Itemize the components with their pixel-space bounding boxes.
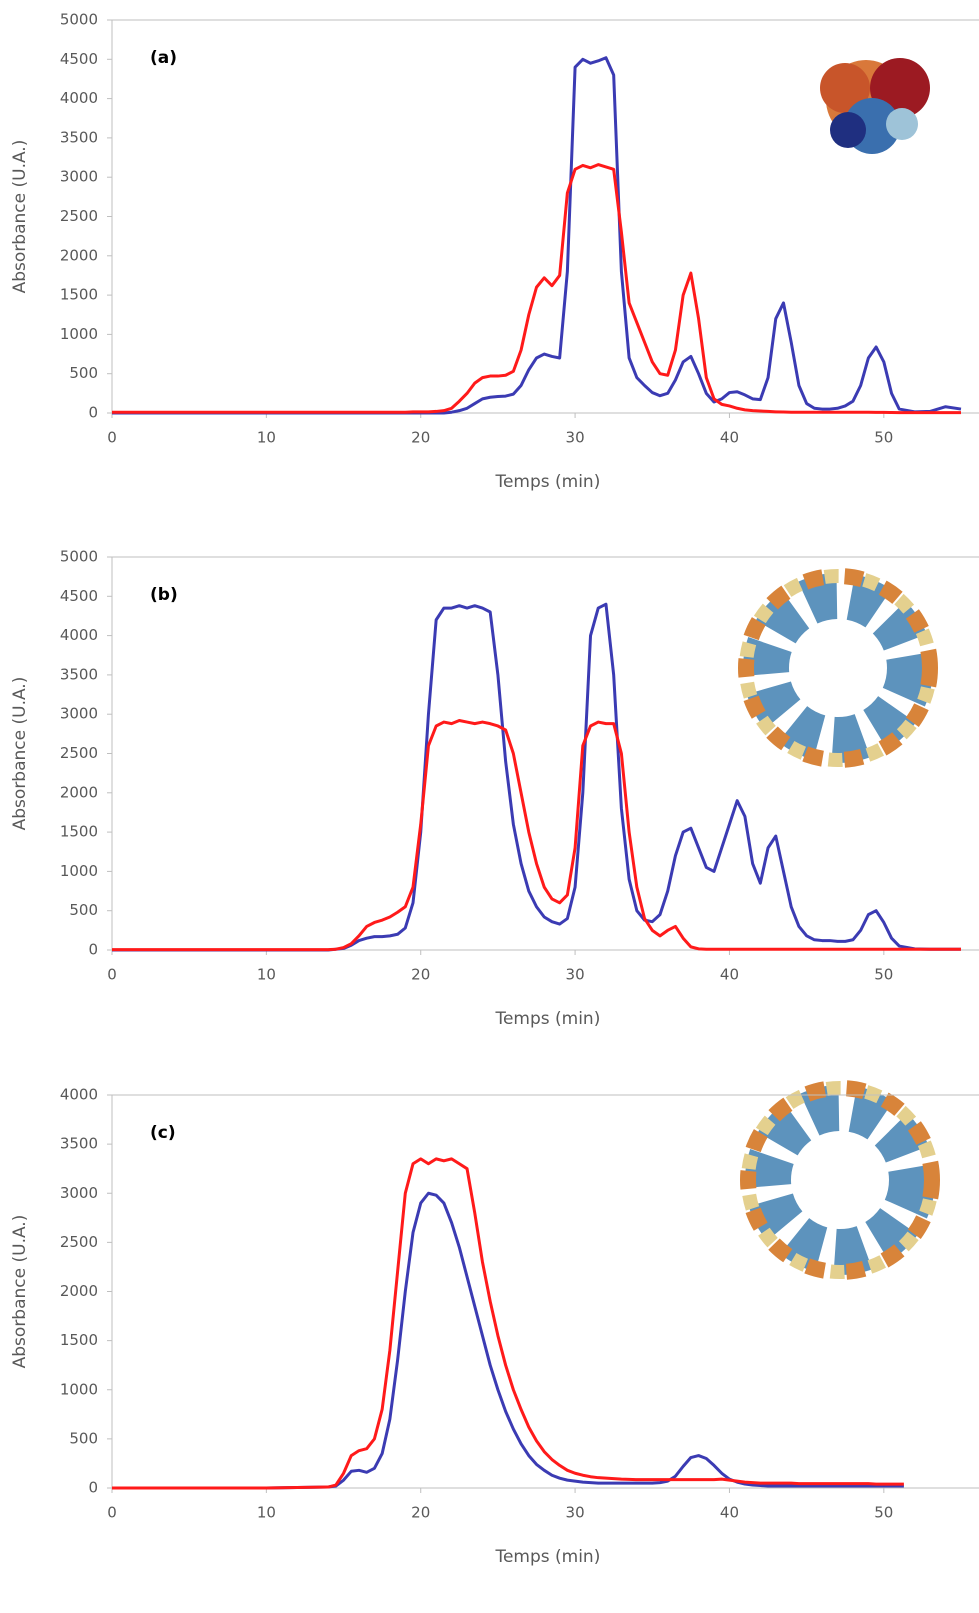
x-tick-label: 40	[720, 429, 739, 447]
inset-ring	[738, 568, 938, 768]
panel-label: (a)	[150, 48, 177, 68]
y-axis-title: Absorbance (U.A.)	[10, 140, 30, 294]
y-tick-label: 1500	[60, 286, 98, 304]
data-line	[112, 1157, 904, 1490]
data-line	[112, 602, 961, 952]
x-tick-label: 0	[107, 1504, 117, 1522]
x-axis-title: Temps (min)	[494, 472, 600, 492]
inset-blob	[886, 108, 918, 140]
x-tick-label: 0	[107, 966, 117, 984]
y-tick-label: 3000	[60, 705, 98, 723]
y-tick-label: 5000	[60, 11, 98, 29]
x-tick-label: 40	[720, 966, 739, 984]
x-axis-title: Temps (min)	[494, 1547, 600, 1567]
y-axis-title: Absorbance (U.A.)	[10, 1215, 30, 1369]
x-tick-label: 30	[566, 966, 585, 984]
data-line	[112, 1191, 904, 1490]
inset-protein-a	[820, 58, 930, 154]
x-tick-label: 10	[257, 429, 276, 447]
inset-ring	[740, 1080, 940, 1280]
inset-blob	[830, 112, 866, 148]
y-tick-label: 4500	[60, 587, 98, 605]
y-tick-label: 3500	[60, 665, 98, 683]
y-tick-label: 4000	[60, 89, 98, 107]
y-tick-label: 0	[88, 1479, 98, 1497]
y-tick-label: 1500	[60, 823, 98, 841]
y-tick-label: 500	[69, 1429, 98, 1447]
x-tick-label: 40	[720, 1504, 739, 1522]
y-tick-label: 2000	[60, 246, 98, 264]
x-tick-label: 30	[566, 429, 585, 447]
x-tick-label: 20	[411, 429, 430, 447]
data-line	[112, 718, 961, 952]
inset-ring	[743, 573, 933, 763]
panel-label: (c)	[150, 1123, 176, 1143]
x-axis-title: Temps (min)	[494, 1009, 600, 1029]
y-tick-label: 3500	[60, 1135, 98, 1153]
y-tick-label: 3000	[60, 1184, 98, 1202]
y-tick-label: 2000	[60, 1282, 98, 1300]
inset-ring	[741, 1081, 939, 1279]
x-tick-label: 20	[411, 966, 430, 984]
y-tick-label: 1000	[60, 862, 98, 880]
inset-blob	[820, 63, 870, 113]
y-tick-label: 4000	[60, 1086, 98, 1104]
y-tick-label: 500	[69, 364, 98, 382]
x-tick-label: 0	[107, 429, 117, 447]
y-tick-label: 2500	[60, 1233, 98, 1251]
inset-ring	[739, 569, 937, 767]
inset-protein-c	[740, 1080, 940, 1280]
x-tick-label: 10	[257, 966, 276, 984]
y-tick-label: 2500	[60, 207, 98, 225]
y-tick-label: 4500	[60, 50, 98, 68]
y-axis-title: Absorbance (U.A.)	[10, 677, 30, 831]
inset-protein-b	[738, 568, 938, 768]
y-tick-label: 2000	[60, 783, 98, 801]
data-line	[112, 163, 961, 415]
x-tick-label: 30	[566, 1504, 585, 1522]
y-tick-label: 3000	[60, 168, 98, 186]
y-tick-label: 2500	[60, 744, 98, 762]
y-tick-label: 0	[88, 941, 98, 959]
y-tick-label: 4000	[60, 626, 98, 644]
panel-label: (b)	[150, 585, 178, 605]
y-tick-label: 1000	[60, 325, 98, 343]
inset-ring	[745, 1085, 935, 1275]
y-tick-label: 500	[69, 901, 98, 919]
x-tick-label: 20	[411, 1504, 430, 1522]
y-tick-label: 1000	[60, 1380, 98, 1398]
x-tick-label: 10	[257, 1504, 276, 1522]
y-tick-label: 5000	[60, 548, 98, 566]
y-tick-label: 1500	[60, 1331, 98, 1349]
x-tick-label: 50	[874, 966, 893, 984]
y-tick-label: 3500	[60, 128, 98, 146]
x-tick-label: 50	[874, 429, 893, 447]
y-tick-label: 0	[88, 404, 98, 422]
x-tick-label: 50	[874, 1504, 893, 1522]
